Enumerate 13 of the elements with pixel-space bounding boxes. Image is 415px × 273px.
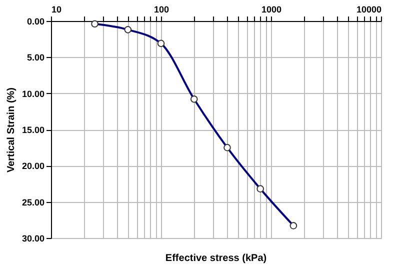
y-tick-label: 25.00 — [22, 197, 44, 208]
y-tick-label: 20.00 — [22, 161, 44, 172]
x-tick-label: 10 — [52, 4, 62, 14]
y-tick-label: 30.00 — [22, 234, 44, 244]
y-tick-label: 10.00 — [22, 88, 44, 99]
x-tick-label: 100 — [154, 4, 170, 14]
y-axis-title: Vertical Strain (%) — [6, 87, 17, 173]
y-tick-label: 0.00 — [26, 16, 44, 26]
y-tick-label: 15.00 — [22, 125, 44, 135]
y-tick-label: 5.00 — [26, 52, 44, 63]
x-axis-title: Effective stress (kPa) — [165, 253, 267, 264]
x-tick-label: 10000 — [356, 4, 382, 14]
x-tick-label: 1000 — [261, 4, 282, 14]
